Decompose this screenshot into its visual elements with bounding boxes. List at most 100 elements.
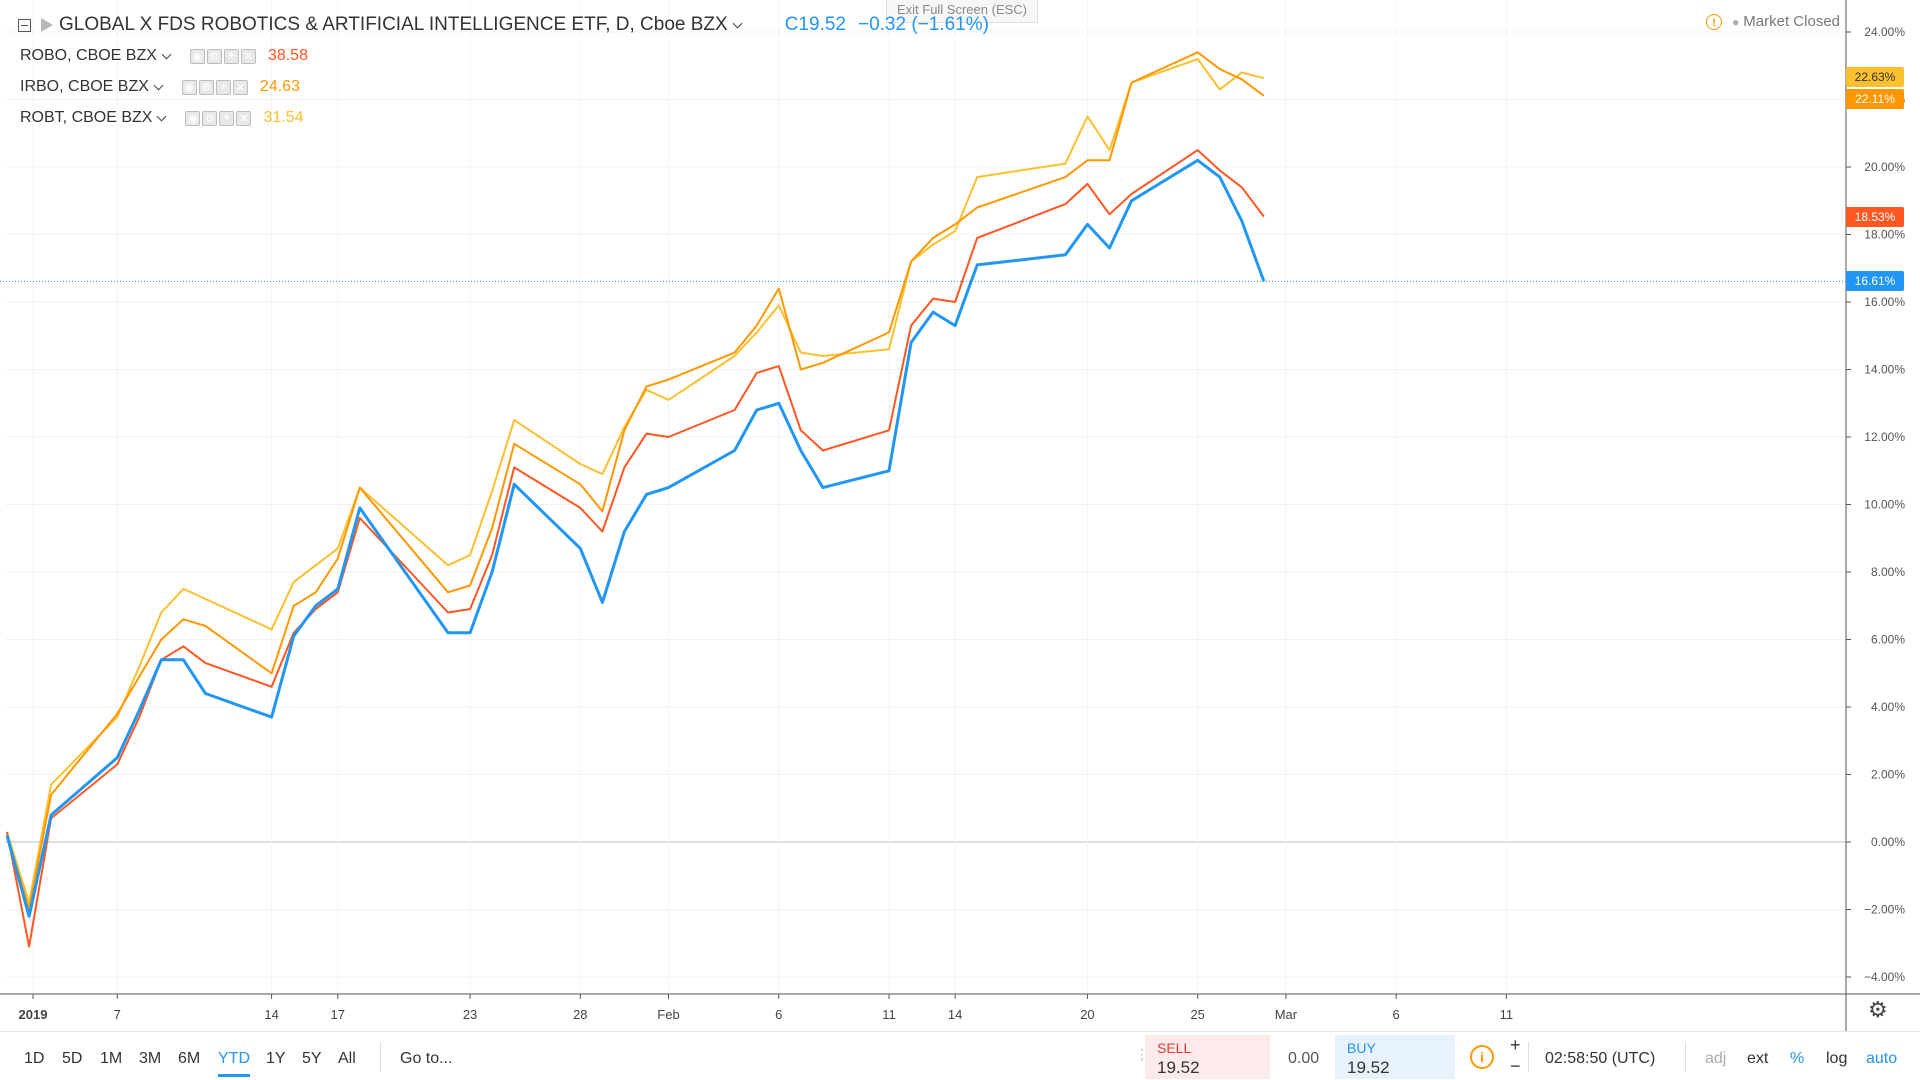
y-tick-label: 12.00%	[1864, 430, 1905, 444]
range-all[interactable]: All	[338, 1050, 356, 1067]
compare-symbol[interactable]: ROBO, CBOE BZX	[20, 47, 157, 64]
plus-icon[interactable]: +	[215, 79, 231, 95]
log-toggle[interactable]: log	[1826, 1050, 1848, 1067]
adj-toggle[interactable]: adj	[1705, 1050, 1727, 1067]
sell-label: SELL	[1157, 1040, 1192, 1056]
gear-icon[interactable]: ⚙	[206, 48, 222, 64]
y-tick-label: 10.00%	[1864, 498, 1905, 512]
y-tick-label: 2.00%	[1871, 768, 1905, 782]
range-1d[interactable]: 1D	[24, 1050, 45, 1067]
compare-row-robt: ROBT, CBOE BZX ◉ ⚙ + ✕ 31.54	[20, 106, 304, 130]
range-5d[interactable]: 5D	[62, 1050, 83, 1067]
close-price: C19.52	[784, 14, 846, 35]
goto-button[interactable]: Go to...	[400, 1050, 453, 1067]
range-5y[interactable]: 5Y	[302, 1050, 322, 1067]
range-3m[interactable]: 3M	[139, 1050, 162, 1067]
plus-icon[interactable]: +	[219, 110, 235, 126]
compare-row-irbo: IRBO, CBOE BZX ◉ ⚙ + ✕ 24.63	[20, 75, 300, 99]
price-tag-main: 16.61%	[1846, 271, 1904, 292]
price-tag-irbo: 22.11%	[1846, 89, 1904, 109]
gear-icon[interactable]: ⚙	[198, 79, 214, 95]
ext-toggle[interactable]: ext	[1747, 1050, 1769, 1067]
y-tick-label: 18.00%	[1864, 228, 1905, 242]
plus-icon[interactable]: +	[223, 48, 239, 64]
series-line	[6, 51, 1265, 911]
y-tick-label: 24.00%	[1864, 25, 1905, 39]
x-tick-label: 7	[114, 1007, 121, 1022]
compare-symbol[interactable]: ROBT, CBOE BZX	[20, 109, 153, 126]
active-range-underline	[218, 1074, 250, 1077]
plus-icon[interactable]: +	[1510, 1035, 1521, 1055]
eye-icon[interactable]: ◉	[189, 48, 205, 64]
alert-icon: !	[1706, 13, 1723, 30]
chevron-down-icon[interactable]	[153, 80, 164, 90]
series-line	[6, 149, 1265, 948]
y-tick-label: 6.00%	[1871, 633, 1905, 647]
percent-toggle[interactable]: %	[1790, 1050, 1805, 1067]
sell-price: 19.52	[1157, 1058, 1200, 1077]
y-tick-label: 20.00%	[1864, 160, 1905, 174]
range-1y[interactable]: 1Y	[266, 1050, 286, 1067]
close-icon[interactable]: ✕	[232, 79, 248, 95]
range-1m[interactable]: 1M	[100, 1050, 123, 1067]
compare-row-robo: ROBO, CBOE BZX ◉ ⚙ + ✕ 38.58	[20, 44, 308, 68]
sell-button[interactable]: SELL 19.52	[1145, 1035, 1270, 1079]
compare-value: 24.63	[259, 78, 300, 95]
compare-value: 31.54	[263, 109, 304, 126]
compare-value: 38.58	[267, 47, 308, 64]
main-legend: GLOBAL X FDS ROBOTICS & ARTIFICIAL INTEL…	[18, 12, 989, 38]
divider	[1685, 1042, 1686, 1072]
market-status[interactable]: ! ● Market Closed	[1706, 13, 1840, 30]
price-chart[interactable]: 24.00%22.00%20.00%18.00%16.00%14.00%12.0…	[0, 0, 1920, 1031]
exit-fullscreen-button[interactable]: Exit Full Screen (ESC)	[886, 0, 1038, 23]
x-tick-label: 6	[775, 1007, 782, 1022]
x-tick-label: 20	[1080, 1007, 1094, 1022]
chevron-down-icon[interactable]	[157, 111, 167, 121]
y-tick-label: 4.00%	[1871, 700, 1905, 714]
range-6m[interactable]: 6M	[178, 1050, 201, 1067]
auto-toggle[interactable]: auto	[1866, 1050, 1898, 1067]
market-status-label: Market Closed	[1743, 13, 1840, 30]
divider	[1528, 1042, 1529, 1072]
y-tick-label: 16.00%	[1864, 295, 1905, 309]
collapse-icon[interactable]	[18, 18, 31, 32]
eye-icon[interactable]: ◉	[185, 110, 201, 126]
x-tick-label: 14	[948, 1007, 962, 1022]
main-symbol-title[interactable]: GLOBAL X FDS ROBOTICS & ARTIFICIAL INTEL…	[59, 14, 728, 35]
gear-icon[interactable]: ⚙	[202, 110, 218, 126]
close-icon[interactable]: ✕	[240, 48, 256, 64]
x-tick-label: 23	[463, 1007, 477, 1022]
y-tick-label: −2.00%	[1864, 903, 1905, 917]
info-icon[interactable]: i	[1470, 1045, 1494, 1069]
minus-icon[interactable]: −	[1510, 1056, 1521, 1076]
range-ytd[interactable]: YTD	[218, 1050, 250, 1067]
y-tick-label: 14.00%	[1864, 363, 1905, 377]
compare-symbol[interactable]: IRBO, CBOE BZX	[20, 78, 149, 95]
buy-label: BUY	[1347, 1040, 1376, 1056]
chart-settings-gear-icon[interactable]: ⚙	[1868, 997, 1888, 1022]
spread-value: 0.00	[1288, 1050, 1320, 1067]
price-tag-robt: 22.63%	[1846, 67, 1904, 87]
x-tick-label: Feb	[657, 1007, 679, 1022]
chevron-down-icon[interactable]	[732, 18, 743, 28]
x-tick-label: 14	[264, 1007, 278, 1022]
price-change: −0.32 (−1.61%)	[857, 14, 989, 35]
flag-icon[interactable]	[41, 18, 53, 32]
x-tick-label: 11	[882, 1007, 896, 1022]
clock-time[interactable]: 02:58:50 (UTC)	[1545, 1050, 1656, 1067]
chevron-down-icon[interactable]	[161, 49, 172, 59]
y-tick-label: −4.00%	[1864, 970, 1905, 984]
buy-button[interactable]: BUY 19.52	[1335, 1035, 1455, 1079]
plot-background	[0, 0, 1920, 1031]
x-tick-label: 28	[573, 1007, 587, 1022]
y-tick-label: 0.00%	[1871, 835, 1905, 849]
buy-price: 19.52	[1347, 1058, 1390, 1077]
eye-icon[interactable]: ◉	[181, 79, 197, 95]
price-tag-robo: 18.53%	[1846, 206, 1904, 227]
x-tick-label: 11	[1500, 1007, 1514, 1022]
x-tick-label: 6	[1393, 1007, 1400, 1022]
series-line	[5, 158, 1266, 918]
x-tick-label: 2019	[19, 1007, 48, 1022]
status-dot-icon: ●	[1732, 14, 1740, 29]
close-icon[interactable]: ✕	[236, 110, 252, 126]
